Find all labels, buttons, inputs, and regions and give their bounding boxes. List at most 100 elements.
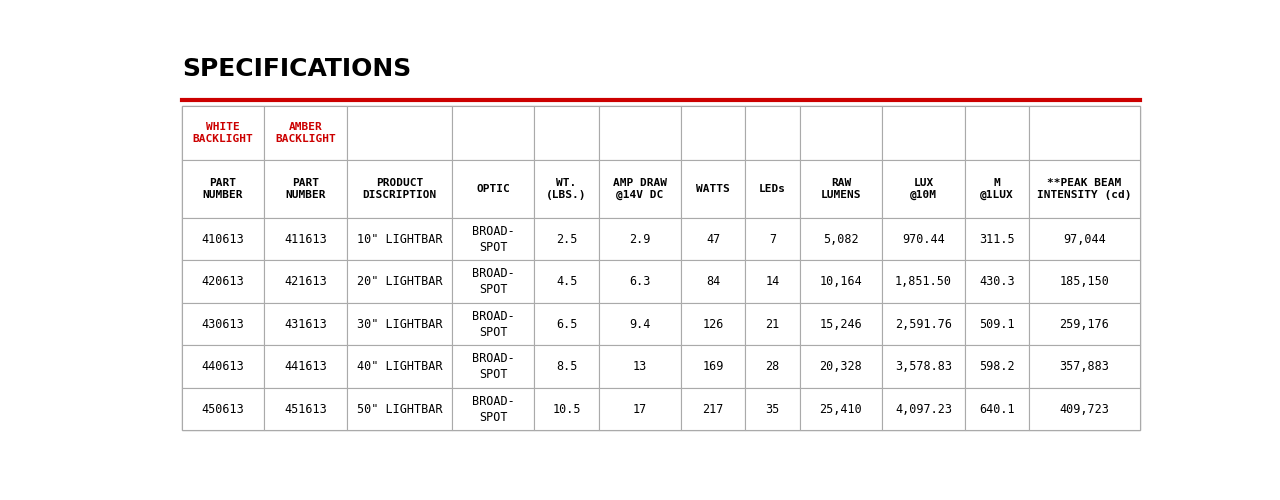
Text: BROAD-
SPOT: BROAD- SPOT: [472, 394, 515, 424]
Bar: [535, 260, 599, 303]
Text: PART
NUMBER: PART NUMBER: [285, 178, 325, 200]
Bar: [182, 106, 264, 160]
Text: WATTS: WATTS: [696, 184, 730, 194]
Text: 84: 84: [707, 275, 721, 288]
Text: 126: 126: [703, 318, 724, 330]
Bar: [800, 160, 882, 218]
Bar: [681, 388, 745, 430]
Text: 217: 217: [703, 402, 724, 415]
Bar: [264, 303, 347, 346]
Bar: [347, 218, 452, 260]
Text: 2.5: 2.5: [556, 232, 577, 245]
Text: LEDs: LEDs: [759, 184, 786, 194]
Bar: [965, 260, 1029, 303]
Bar: [182, 106, 1140, 430]
Bar: [347, 160, 452, 218]
Text: 440613: 440613: [202, 360, 244, 373]
Text: 15,246: 15,246: [819, 318, 863, 330]
Bar: [182, 346, 264, 388]
Bar: [800, 388, 882, 430]
Bar: [535, 106, 599, 160]
Bar: [745, 260, 800, 303]
Bar: [599, 106, 681, 160]
Text: 47: 47: [707, 232, 721, 245]
Bar: [965, 346, 1029, 388]
Bar: [800, 303, 882, 346]
Bar: [965, 160, 1029, 218]
Bar: [1029, 218, 1140, 260]
Text: PRODUCT
DISCRIPTION: PRODUCT DISCRIPTION: [362, 178, 436, 200]
Text: 97,044: 97,044: [1064, 232, 1106, 245]
Bar: [599, 303, 681, 346]
Bar: [535, 303, 599, 346]
Bar: [965, 388, 1029, 430]
Bar: [264, 106, 347, 160]
Bar: [965, 106, 1029, 160]
Bar: [452, 218, 535, 260]
Text: 2,591.76: 2,591.76: [895, 318, 952, 330]
Bar: [800, 260, 882, 303]
Bar: [599, 160, 681, 218]
Text: 509.1: 509.1: [979, 318, 1015, 330]
Bar: [1029, 160, 1140, 218]
Text: 6.3: 6.3: [630, 275, 650, 288]
Text: 6.5: 6.5: [556, 318, 577, 330]
Bar: [535, 218, 599, 260]
Text: 10.5: 10.5: [553, 402, 581, 415]
Bar: [182, 218, 264, 260]
Text: BROAD-
SPOT: BROAD- SPOT: [472, 352, 515, 381]
Text: 640.1: 640.1: [979, 402, 1015, 415]
Text: 430613: 430613: [202, 318, 244, 330]
Bar: [882, 106, 965, 160]
Text: 450613: 450613: [202, 402, 244, 415]
Bar: [882, 303, 965, 346]
Text: 25,410: 25,410: [819, 402, 863, 415]
Bar: [800, 106, 882, 160]
Bar: [1029, 388, 1140, 430]
Bar: [745, 346, 800, 388]
Text: 4,097.23: 4,097.23: [895, 402, 952, 415]
Text: 430.3: 430.3: [979, 275, 1015, 288]
Text: AMP DRAW
@14V DC: AMP DRAW @14V DC: [613, 178, 667, 201]
Text: 9.4: 9.4: [630, 318, 650, 330]
Bar: [681, 346, 745, 388]
Text: 20" LIGHTBAR: 20" LIGHTBAR: [357, 275, 442, 288]
Text: 10,164: 10,164: [819, 275, 863, 288]
Bar: [347, 388, 452, 430]
Text: 30" LIGHTBAR: 30" LIGHTBAR: [357, 318, 442, 330]
Bar: [264, 388, 347, 430]
Text: 311.5: 311.5: [979, 232, 1015, 245]
Text: 10" LIGHTBAR: 10" LIGHTBAR: [357, 232, 442, 245]
Bar: [264, 346, 347, 388]
Bar: [347, 303, 452, 346]
Bar: [965, 303, 1029, 346]
Text: BROAD-
SPOT: BROAD- SPOT: [472, 267, 515, 296]
Bar: [882, 218, 965, 260]
Text: 421613: 421613: [284, 275, 326, 288]
Text: 431613: 431613: [284, 318, 326, 330]
Text: 40" LIGHTBAR: 40" LIGHTBAR: [357, 360, 442, 373]
Text: 1,851.50: 1,851.50: [895, 275, 952, 288]
Bar: [681, 160, 745, 218]
Text: 970.44: 970.44: [902, 232, 945, 245]
Bar: [745, 160, 800, 218]
Text: 35: 35: [765, 402, 780, 415]
Text: BROAD-
SPOT: BROAD- SPOT: [472, 310, 515, 338]
Bar: [182, 160, 264, 218]
Text: AMBER
BACKLIGHT: AMBER BACKLIGHT: [275, 122, 335, 144]
Text: 20,328: 20,328: [819, 360, 863, 373]
Text: 21: 21: [765, 318, 780, 330]
Bar: [1029, 106, 1140, 160]
Text: 14: 14: [765, 275, 780, 288]
Bar: [681, 303, 745, 346]
Bar: [182, 388, 264, 430]
Bar: [264, 160, 347, 218]
Text: 8.5: 8.5: [556, 360, 577, 373]
Bar: [347, 260, 452, 303]
Bar: [182, 260, 264, 303]
Bar: [745, 218, 800, 260]
Bar: [882, 260, 965, 303]
Bar: [452, 260, 535, 303]
Bar: [800, 346, 882, 388]
Bar: [599, 388, 681, 430]
